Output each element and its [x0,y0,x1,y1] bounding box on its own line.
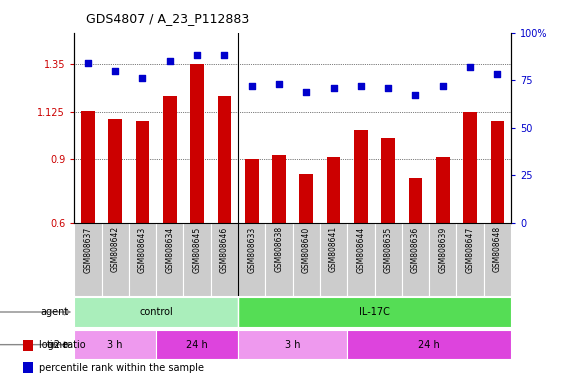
Bar [245,159,259,223]
Point [83,60,93,66]
Point [356,83,365,89]
Bar [266,223,292,296]
Bar [347,330,511,359]
Text: GSM808642: GSM808642 [111,227,120,273]
Text: GSM808636: GSM808636 [411,227,420,273]
Bar [327,157,340,223]
Text: GSM808634: GSM808634 [165,227,174,273]
Bar [102,223,129,296]
Text: GSM808637: GSM808637 [83,227,93,273]
Bar [484,223,511,296]
Text: GSM808640: GSM808640 [302,227,311,273]
Bar [190,64,204,223]
Text: GSM808639: GSM808639 [439,227,447,273]
Point [438,83,447,89]
Point [329,85,338,91]
Bar [163,96,176,223]
Bar [23,339,33,351]
Text: IL-17C: IL-17C [359,307,390,317]
Bar [375,223,402,296]
Point [165,58,174,64]
Point [192,52,202,58]
Text: GSM808646: GSM808646 [220,227,229,273]
Bar [183,223,211,296]
Text: GSM808648: GSM808648 [493,227,502,273]
Text: GSM808638: GSM808638 [275,227,283,273]
Text: GSM808645: GSM808645 [192,227,202,273]
Bar [74,330,156,359]
Bar [238,223,266,296]
Text: GSM808633: GSM808633 [247,227,256,273]
Text: time: time [46,339,69,350]
Point [493,71,502,78]
Bar [429,223,456,296]
Bar [456,223,484,296]
Bar [136,121,149,223]
Bar [347,223,375,296]
Bar [156,223,183,296]
Bar [490,121,504,223]
Bar [272,155,286,223]
Bar [238,330,347,359]
Bar [81,111,95,223]
Point [465,64,475,70]
Bar [238,297,511,327]
Text: agent: agent [41,307,69,317]
Text: log2 ratio: log2 ratio [39,340,86,350]
Point [138,75,147,81]
Text: GSM808644: GSM808644 [356,227,365,273]
Bar [211,223,238,296]
Bar [463,112,477,223]
Text: GDS4807 / A_23_P112883: GDS4807 / A_23_P112883 [86,12,249,25]
Bar [108,119,122,223]
Text: GSM808647: GSM808647 [465,227,475,273]
Point [220,52,229,58]
Bar [218,96,231,223]
Bar [23,362,33,373]
Bar [381,138,395,223]
Text: 24 h: 24 h [419,339,440,350]
Text: GSM808643: GSM808643 [138,227,147,273]
Bar [74,223,102,296]
Text: percentile rank within the sample: percentile rank within the sample [39,362,204,372]
Bar [156,330,238,359]
Text: 24 h: 24 h [186,339,208,350]
Bar [74,297,238,327]
Bar [293,223,320,296]
Bar [436,157,449,223]
Point [384,85,393,91]
Bar [402,223,429,296]
Bar [409,178,423,223]
Bar [320,223,347,296]
Text: GSM808641: GSM808641 [329,227,338,273]
Text: control: control [139,307,173,317]
Point [247,83,256,89]
Point [111,68,120,74]
Point [301,88,311,94]
Text: 3 h: 3 h [285,339,300,350]
Text: GSM808635: GSM808635 [384,227,393,273]
Point [275,81,284,87]
Bar [299,174,313,223]
Bar [354,130,368,223]
Point [411,92,420,98]
Bar [129,223,156,296]
Text: 3 h: 3 h [107,339,123,350]
